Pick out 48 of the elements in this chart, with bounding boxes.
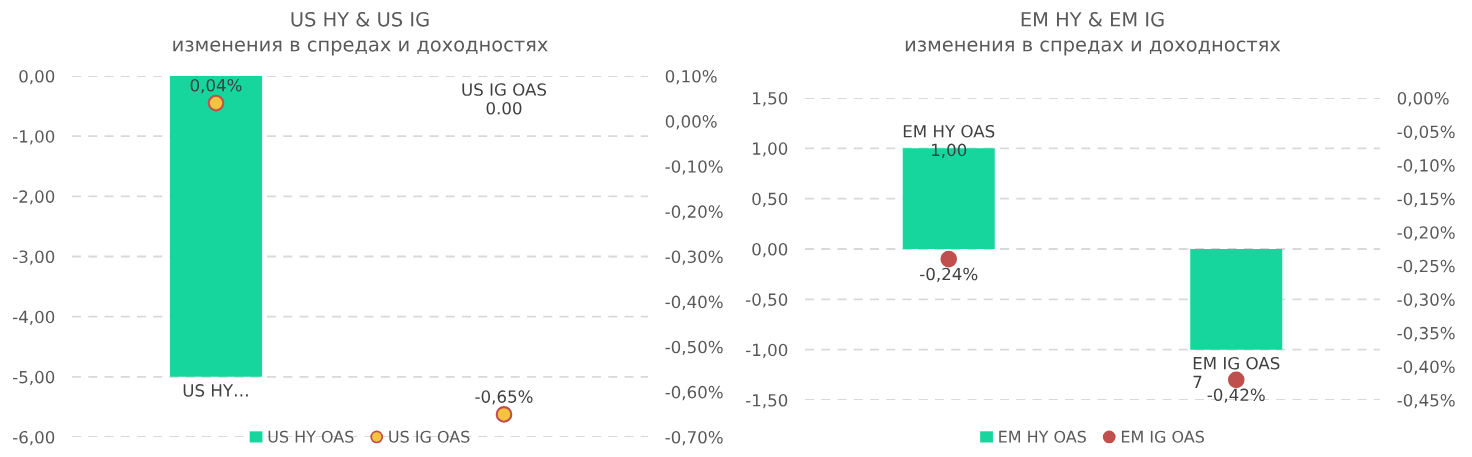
chart-subtitle: изменения в спредах и доходностях xyxy=(173,40,548,56)
y-tick-label: 1,00 xyxy=(753,142,788,157)
y2-tick-label: 0,10% xyxy=(665,69,717,85)
y2-tick-label: -0,10% xyxy=(1397,159,1455,174)
data-label: 0,04% xyxy=(190,78,242,94)
y2-tick-label: -0,10% xyxy=(665,160,723,175)
y-tick-label: -1,50 xyxy=(746,393,788,409)
y2-tick-label: -0,05% xyxy=(1397,125,1455,140)
y-tick-label: -5,00 xyxy=(13,370,55,386)
y2-tick-label: -0,45% xyxy=(1397,393,1455,409)
y2-tick-label: -0,30% xyxy=(1397,293,1455,308)
legend-label: EM IG OAS xyxy=(1121,430,1204,443)
legend-label: EM HY OAS xyxy=(999,430,1086,443)
chart-title: EM HY & EM IG xyxy=(1021,11,1164,27)
data-label: -0,42% xyxy=(1207,388,1265,403)
data-label: US HY… xyxy=(183,384,248,397)
y-tick-label: -1,00 xyxy=(13,130,55,145)
legend-label: US IG OAS xyxy=(389,430,470,443)
y2-tick-label: 0,00% xyxy=(1397,91,1449,107)
y2-tick-label: -0,15% xyxy=(1397,192,1455,207)
y-tick-label: -0,50 xyxy=(746,293,788,308)
y2-tick-label: 0,00% xyxy=(665,115,717,130)
y-tick-label: 0,50 xyxy=(752,192,788,207)
y2-tick-label: -0,25% xyxy=(1397,259,1455,275)
data-label: US IG OAS 0.00 xyxy=(462,83,547,115)
y-tick-label: -1,00 xyxy=(746,343,788,358)
data-label: -0,24% xyxy=(920,267,978,282)
chart-subtitle: изменения в спредах и доходностях xyxy=(905,40,1281,56)
y-tick-label: -6,00 xyxy=(13,430,55,446)
y-tick-label: 0,00 xyxy=(19,69,55,85)
y2-tick-label: -0,40% xyxy=(665,295,723,310)
legend-label: US HY OAS xyxy=(268,430,354,443)
y-tick-label: 0,00 xyxy=(752,242,788,258)
y2-tick-label: -0,35% xyxy=(1397,326,1455,342)
y2-tick-label: -0,20% xyxy=(1397,226,1455,241)
y2-tick-label: -0,60% xyxy=(665,385,723,401)
data-label: -0,65% xyxy=(475,390,533,405)
y-tick-label: -4,00 xyxy=(13,310,55,325)
y2-tick-label: -0,30% xyxy=(665,250,723,265)
y2-tick-label: -0,20% xyxy=(665,205,723,220)
y2-tick-label: -0,40% xyxy=(1397,360,1455,375)
y-tick-label: -3,00 xyxy=(13,250,55,265)
chart-title: US HY & US IG xyxy=(291,11,429,27)
y-tick-label: -2,00 xyxy=(13,190,55,205)
data-label: EM IG OAS 7 xyxy=(1193,356,1280,388)
y2-tick-label: -0,70% xyxy=(665,430,723,446)
y2-tick-label: -0,50% xyxy=(665,340,723,356)
y-tick-label: 1,50 xyxy=(753,91,788,107)
